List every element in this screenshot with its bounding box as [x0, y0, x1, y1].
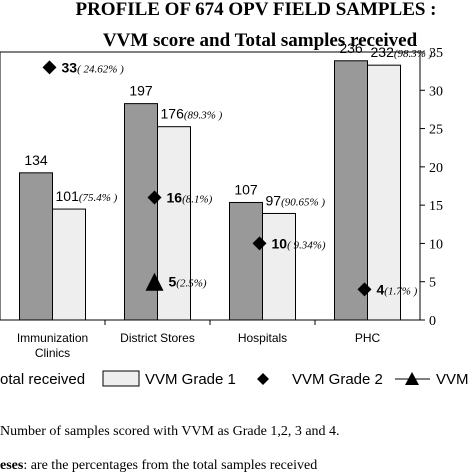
bar-total: [19, 172, 53, 321]
bar-value: 97: [266, 192, 282, 208]
bar-pct: (75.4% ): [79, 192, 118, 204]
category-label-line: Clinics: [35, 346, 70, 360]
legend-label-total: otal received: [0, 371, 85, 388]
triangle-label-pct: (2.5%): [176, 278, 207, 290]
y-tick-label-1: 5: [429, 276, 436, 291]
bar-value: 232: [371, 44, 395, 60]
diamond-label: 16(8.1%): [167, 189, 213, 205]
bar-grade1: [157, 126, 191, 321]
legend-label-grade2: VVM Grade 2: [292, 371, 383, 388]
diamond-label-pct: (1.7% ): [384, 285, 417, 297]
category-label-line: District Stores: [120, 331, 195, 345]
y-tick-label-5: 25: [429, 123, 443, 138]
category-label-1: District Stores: [120, 331, 195, 345]
legend-label-grade3: VVM: [436, 371, 469, 388]
diamond-label-pct: (8.1%): [182, 193, 213, 205]
bar-value: 107: [234, 181, 258, 197]
chart-title: PROFILE OF 674 OPV FIELD SAMPLES :: [75, 0, 436, 20]
legend-label-grade1: VVM Grade 1: [145, 371, 236, 388]
y-tick-label-0: 0: [429, 314, 436, 329]
bar-pct: (98.3% ): [394, 48, 433, 60]
bar-label: 107: [234, 181, 258, 197]
y-tick-label-3: 15: [429, 199, 443, 214]
bar-value: 236: [339, 40, 363, 56]
diamond-label: 4(1.7% ): [377, 281, 418, 297]
diamond-label: 10( 9.34%): [272, 235, 326, 251]
y-tick-label-6: 30: [429, 84, 443, 99]
bar-label: 134: [24, 152, 48, 168]
footnote-line-2-text: : are the percentages from the total sam…: [23, 458, 317, 473]
bar-value: 101: [56, 188, 80, 204]
triangle-label-value: 5: [169, 274, 177, 290]
category-label-line: PHC: [355, 331, 381, 345]
footnote-line-2: eses: are the percentages from the total…: [0, 458, 317, 473]
bar-value: 197: [129, 83, 153, 99]
y-tick-label-2: 10: [429, 237, 443, 252]
legend-swatch-grade1: [102, 370, 140, 387]
bar-total: [229, 201, 263, 321]
bar-pct: (89.3% ): [184, 110, 223, 122]
bar-value: 134: [24, 152, 48, 168]
category-label-3: PHC: [355, 331, 381, 345]
bar-label: 236: [339, 40, 363, 56]
bar-label: 97(90.65% ): [266, 192, 326, 208]
y-tick-label-7: 35: [429, 46, 443, 61]
category-label-2: Hospitals: [238, 331, 287, 345]
category-label-0: Immunization Clinics: [17, 331, 88, 360]
bar-value: 176: [161, 106, 185, 122]
diamond-marker: [147, 190, 162, 205]
bar-pct: (90.65% ): [281, 196, 325, 208]
footnote-line-1: Number of samples scored with VVM as Gra…: [0, 424, 340, 439]
triangle-marker: [145, 272, 164, 291]
bar-label: 176(89.3% ): [161, 106, 223, 122]
diamond-label-pct: ( 9.34%): [287, 239, 326, 251]
y-tick-label-4: 20: [429, 161, 443, 176]
diamond-label-value: 33: [62, 59, 78, 75]
diamond-label-pct: ( 24.62% ): [77, 63, 124, 75]
triangle-label: 5(2.5%): [169, 274, 207, 290]
diamond-label-value: 16: [167, 189, 183, 205]
legend-diamond-icon: [257, 373, 269, 385]
category-label-line: Hospitals: [238, 331, 287, 345]
diamond-marker: [252, 236, 267, 251]
bar-grade1: [52, 208, 86, 321]
diamond-label-value: 4: [377, 281, 385, 297]
bar-label: 197: [129, 83, 153, 99]
bar-total: [334, 60, 368, 321]
legend: otal received VVM Grade 1 VVM Grade 2 VVM: [0, 370, 469, 388]
footnote-line-2-bold: eses: [0, 458, 24, 473]
diamond-label: 33( 24.62% ): [62, 59, 125, 75]
diamond-marker: [42, 60, 57, 75]
diamond-label-value: 10: [272, 235, 288, 251]
bar-label: 101(75.4% ): [56, 188, 118, 204]
bar-grade1: [367, 64, 401, 321]
bar-grade1: [262, 212, 296, 321]
legend-triangle-icon: [405, 372, 419, 385]
diamond-marker: [357, 282, 372, 297]
chart-subtitle: VVM score and Total samples received: [103, 30, 418, 51]
bar-label: 232(98.3% ): [371, 44, 433, 60]
category-label-line: Immunization: [17, 331, 88, 345]
